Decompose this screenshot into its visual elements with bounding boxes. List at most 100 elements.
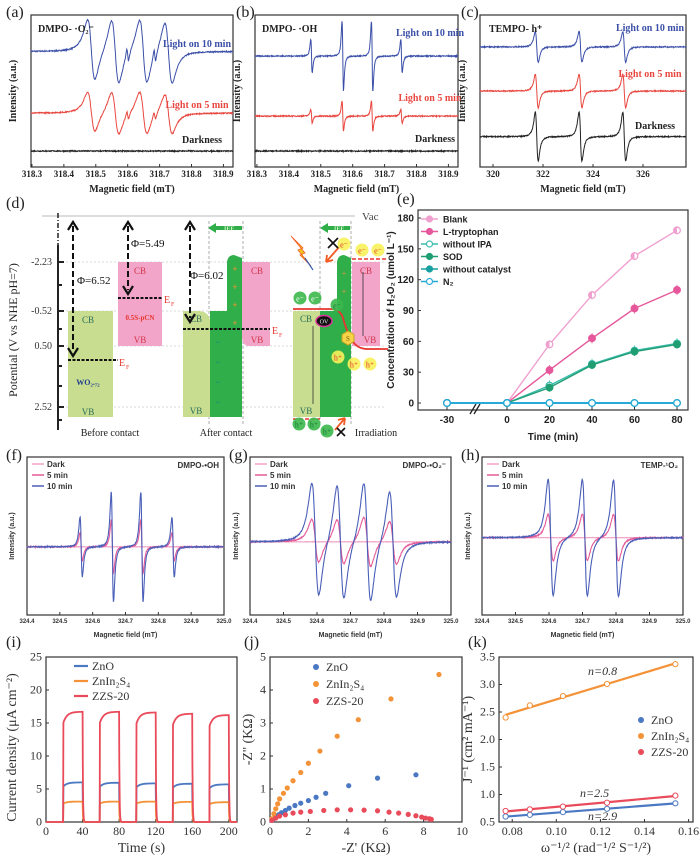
vacuum-label: Vac (362, 211, 379, 223)
y-tick-label: 2 (260, 749, 266, 763)
plot-frame (30, 14, 234, 168)
panel-label: (d) (6, 195, 25, 212)
y-tick-label: 90 (403, 306, 415, 317)
data-point (271, 811, 277, 817)
chart-panel-b: 318.3 318.4 318.5 318.6 318.7 318.8 318.9 Magne… (232, 4, 464, 195)
stage-label-irradiation: Irradiation (355, 428, 397, 439)
arrowhead-icon (67, 219, 79, 359)
pcn-band-block (118, 262, 162, 346)
interface-charges: + + (342, 269, 347, 296)
y-tick-label: 150 (397, 244, 414, 255)
hole-label: h⁺ (334, 354, 342, 363)
electron-yellow: e⁻ e⁻ e⁻ (337, 237, 385, 257)
vb-label: VB (300, 406, 313, 416)
data-point (588, 334, 596, 343)
hole-label: h⁺ (350, 361, 358, 370)
data-point (603, 680, 611, 688)
x-tick-label: 324.6 (309, 619, 325, 625)
spin-adduct-annotation: TEMPO- h⁺ (489, 24, 542, 35)
data-point (673, 286, 681, 294)
plot-frame (249, 456, 452, 616)
cb-label: CB (190, 314, 202, 324)
data-point (346, 783, 352, 789)
electron-label: e⁻ (311, 295, 319, 304)
pcn-bent-band (242, 262, 270, 346)
x-tick-label: 325.0 (216, 619, 232, 625)
y-tick-label: 0 (36, 815, 42, 829)
vb-label: VB (190, 406, 203, 416)
x-tick-label: 322 (536, 169, 550, 179)
y-axis-label: Intensity (a.u.) (8, 60, 19, 123)
hole-label: h⁺ (310, 421, 318, 430)
y-axis-label: Intensity (a.u.) (232, 60, 243, 123)
data-point (428, 816, 434, 822)
plot-frame (45, 656, 238, 823)
negative-charge: − (215, 397, 220, 407)
x-tick-label: 80 (671, 415, 683, 426)
data-point (286, 805, 292, 811)
legend-label: SOD (443, 252, 463, 262)
data-point (503, 399, 511, 407)
data-point (545, 383, 554, 392)
ief-label: IEF (224, 227, 234, 233)
hole-yellow: h⁺ h⁺ h⁺ (331, 350, 377, 371)
pcn-label: 0.5S-pCN (126, 314, 155, 322)
series-line (447, 343, 678, 404)
spin-adduct-annotation: DMPO- ·OH (262, 24, 317, 35)
chart-panel-e: -30 0 20 40 60 80 0 30 60 90 120 150 180 Time (min) Co… (386, 191, 689, 443)
data-point (545, 366, 554, 375)
spin-adduct-annotation: DMPO-•OH (178, 461, 220, 470)
chart-panel-c: 320 322 324 326 Magnetic field (mT) Intensity… (457, 4, 687, 195)
photocurrent-line (46, 710, 237, 823)
negative-charge: − (215, 357, 220, 367)
positive-charge: + (232, 264, 237, 274)
series-line (447, 289, 678, 404)
data-point (526, 806, 533, 813)
x-tick-label: 318.5 (86, 169, 107, 179)
wo-label: WO₂.₇₂ (76, 378, 100, 387)
arrowhead-icon (184, 219, 196, 325)
chart-panel-j: 0 2 4 6 8 10 0 1 2 3 4 5 -Z' (KΩ) -Z'' (KΩ) (j) ZnO ZnIn… (241, 634, 468, 856)
spectrum-line (254, 21, 459, 91)
ief-label: IEF (334, 227, 344, 233)
electron-label: e⁻ (340, 241, 348, 250)
x-axis-label: -Z' (KΩ) (341, 841, 390, 856)
data-point (388, 696, 394, 702)
data-point (672, 661, 679, 668)
data-point (559, 803, 567, 810)
data-point (413, 772, 419, 778)
x-tick-label: 324.5 (508, 619, 524, 625)
y-tick-label: 1 (260, 782, 266, 796)
legend-marker (425, 265, 434, 273)
data-point (603, 805, 611, 812)
x-axis-label: Time (min) (528, 432, 578, 443)
data-point (603, 799, 611, 806)
x-tick-label: 2 (305, 824, 311, 838)
cb-label: CB (251, 266, 263, 276)
hole-particle (307, 417, 321, 431)
panel-label: (b) (236, 4, 255, 21)
y-tick-label: 60 (403, 337, 415, 348)
x-tick-label: 324.5 (276, 619, 292, 625)
vb-label: VB (364, 335, 377, 345)
panel-label: (e) (397, 191, 415, 208)
ief-arrow-icon: IEF (320, 223, 350, 233)
legend-marker (313, 681, 319, 687)
legend-marker (638, 717, 644, 723)
spin-adduct-annotation: DMPO-•O₂⁻ (403, 461, 446, 470)
legend-label: ZZS-20 (651, 745, 688, 759)
x-tick-label: 40 (77, 824, 89, 838)
legend-marker (425, 227, 434, 236)
hole-particle (363, 357, 377, 371)
data-point (277, 796, 283, 802)
y-tick-label: 10 (30, 749, 42, 763)
blocked-cross-icon (327, 237, 339, 249)
chart-panels: 318.3 318.4 318.5 318.6 318.7 318.8 318.9 Magne… (5, 4, 699, 856)
series-label: Light on 5 min (165, 100, 229, 111)
legend-marker (638, 733, 644, 739)
panel-label: (i) (6, 634, 21, 651)
x-tick-label: 324.8 (376, 619, 392, 625)
legend-label: without catalyst (442, 265, 511, 275)
data-point (526, 811, 533, 818)
